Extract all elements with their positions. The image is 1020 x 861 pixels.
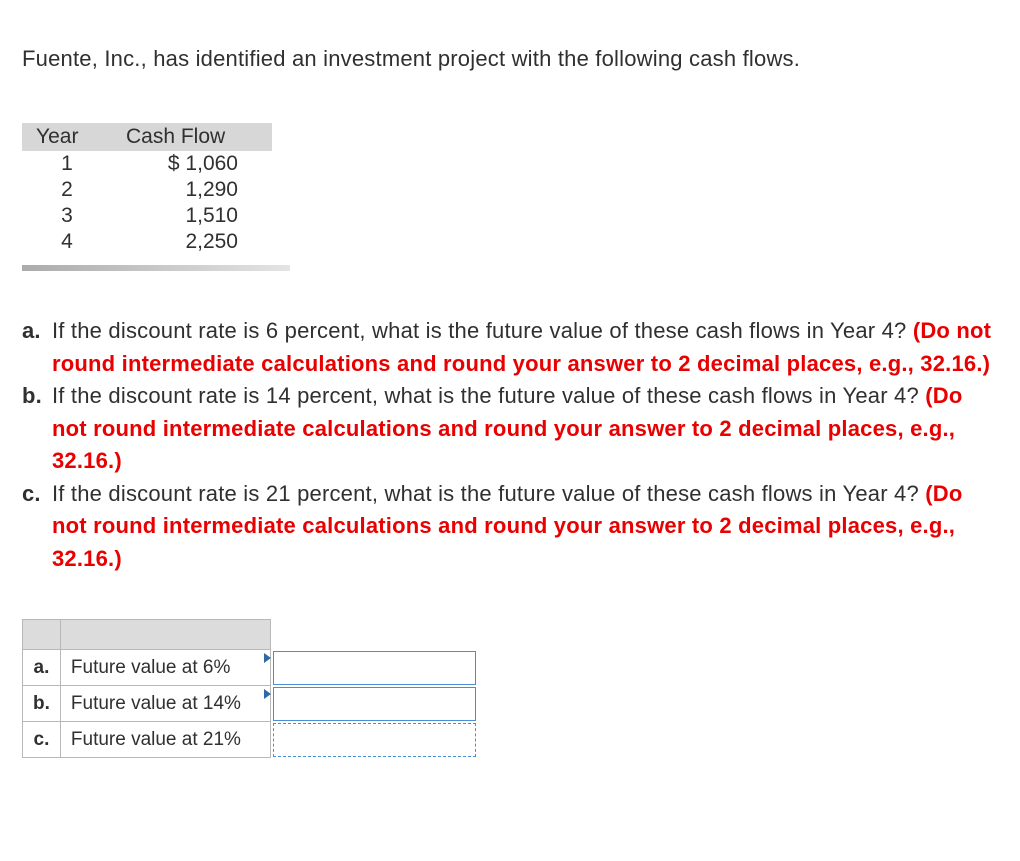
cf-row: 3 1,510 <box>22 203 272 229</box>
cf-year: 2 <box>22 177 112 203</box>
cf-year: 3 <box>22 203 112 229</box>
cf-header-cash: Cash Flow <box>112 123 272 151</box>
answer-row: a. Future value at 6% <box>23 650 479 686</box>
cf-year: 1 <box>22 151 112 177</box>
intro-text: Fuente, Inc., has identified an investme… <box>22 42 998 75</box>
cf-cash: 1,510 <box>112 203 272 229</box>
answer-marker: c. <box>23 722 61 758</box>
question-item: b. If the discount rate is 14 percent, w… <box>22 380 998 478</box>
cf-row: 4 2,250 <box>22 229 272 255</box>
answer-marker: a. <box>23 650 61 686</box>
future-value-14-input[interactable] <box>274 688 475 720</box>
answer-row: c. Future value at 21% <box>23 722 479 758</box>
answer-table: a. Future value at 6% b. Future value at… <box>22 619 479 758</box>
question-marker: a. <box>22 315 52 380</box>
cash-flow-table: Year Cash Flow 1 $ 1,060 2 1,290 3 1,510… <box>22 123 272 255</box>
cf-row: 1 $ 1,060 <box>22 151 272 177</box>
answer-row: b. Future value at 14% <box>23 686 479 722</box>
answer-header-row <box>23 620 479 650</box>
cf-header-year: Year <box>22 123 112 151</box>
cf-row: 2 1,290 <box>22 177 272 203</box>
question-text: If the discount rate is 21 percent, what… <box>52 481 925 506</box>
question-text: If the discount rate is 14 percent, what… <box>52 383 925 408</box>
question-marker: b. <box>22 380 52 478</box>
cf-year: 4 <box>22 229 112 255</box>
field-tab-icon <box>264 689 271 699</box>
question-item: a. If the discount rate is 6 percent, wh… <box>22 315 998 380</box>
answer-label: Future value at 21% <box>60 722 270 758</box>
separator-bar <box>22 265 290 271</box>
question-list: a. If the discount rate is 6 percent, wh… <box>22 315 998 575</box>
cf-cash: 2,250 <box>112 229 272 255</box>
cf-cash: 1,290 <box>112 177 272 203</box>
future-value-6-input[interactable] <box>274 652 475 684</box>
answer-label: Future value at 6% <box>60 650 270 686</box>
question-item: c. If the discount rate is 21 percent, w… <box>22 478 998 576</box>
answer-marker: b. <box>23 686 61 722</box>
field-tab-icon <box>264 653 271 663</box>
question-marker: c. <box>22 478 52 576</box>
cf-cash: $ 1,060 <box>112 151 272 177</box>
future-value-21-input[interactable] <box>274 724 476 756</box>
answer-label: Future value at 14% <box>60 686 270 722</box>
question-text: If the discount rate is 6 percent, what … <box>52 318 913 343</box>
